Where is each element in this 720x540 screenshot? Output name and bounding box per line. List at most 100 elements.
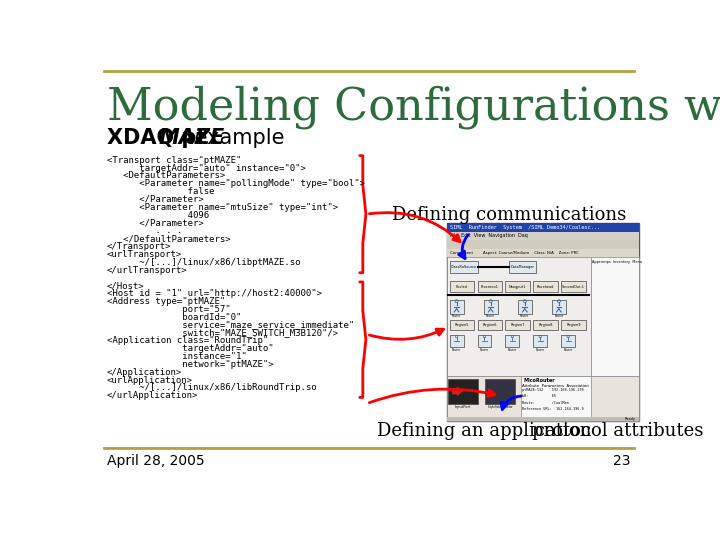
- Bar: [446, 249, 639, 256]
- Text: targetAddr="auto" instance="0">: targetAddr="auto" instance="0">: [107, 164, 306, 172]
- Text: protocol attributes: protocol attributes: [532, 422, 703, 440]
- Bar: [534, 320, 558, 330]
- Bar: [561, 281, 586, 292]
- Text: MicoRouter: MicoRouter: [524, 378, 556, 383]
- Bar: [534, 281, 558, 292]
- FancyArrow shape: [453, 387, 462, 395]
- Text: Router: Router: [452, 348, 461, 352]
- Text: Pooled: Pooled: [456, 285, 468, 288]
- Text: kB:           65: kB: 65: [523, 394, 557, 399]
- Text: SecondOut.1: SecondOut.1: [562, 285, 585, 288]
- Text: Procmon1: Procmon1: [481, 285, 499, 288]
- Text: ptMAZE:132    192.168.196.178: ptMAZE:132 192.168.196.178: [523, 388, 584, 392]
- Text: Racehead: Racehead: [537, 285, 554, 288]
- Text: network="ptMAZE">: network="ptMAZE">: [107, 360, 274, 369]
- Text: ClassRuSource: ClassRuSource: [451, 265, 477, 269]
- Text: April 28, 2005: April 28, 2005: [107, 454, 204, 468]
- Bar: [552, 300, 566, 314]
- Bar: [446, 222, 639, 232]
- Bar: [590, 256, 639, 376]
- Text: Defining communications: Defining communications: [392, 206, 626, 224]
- Text: </urlApplication>: </urlApplication>: [107, 392, 199, 400]
- Text: </DefaultParameters>: </DefaultParameters>: [107, 234, 230, 243]
- Text: Region6: Region6: [482, 323, 497, 327]
- Text: 23: 23: [613, 454, 631, 468]
- Bar: [505, 320, 530, 330]
- Text: ~/[...]/linux/x86/libptMAZE.so: ~/[...]/linux/x86/libptMAZE.so: [107, 258, 300, 267]
- Text: SIML  RunFinder  System  /SIML Demo34/Coalesc...: SIML RunFinder System /SIML Demo34/Coale…: [449, 225, 600, 230]
- Text: example: example: [189, 128, 285, 148]
- Bar: [508, 261, 536, 273]
- Text: Route:        /CoalMan: Route: /CoalMan: [523, 401, 570, 404]
- Text: Router: Router: [508, 348, 517, 352]
- Bar: [485, 379, 515, 403]
- Bar: [521, 376, 590, 421]
- Bar: [449, 320, 474, 330]
- Text: targetAddr="auto": targetAddr="auto": [107, 344, 274, 353]
- Bar: [449, 300, 464, 314]
- Bar: [449, 261, 477, 273]
- Text: boardId="0": boardId="0": [107, 313, 241, 322]
- Bar: [505, 281, 530, 292]
- Bar: [446, 232, 639, 240]
- Text: <DefaultParameters>: <DefaultParameters>: [107, 171, 225, 180]
- Text: <urlTransport>: <urlTransport>: [107, 250, 182, 259]
- Text: Region9: Region9: [567, 323, 581, 327]
- Text: instance="1": instance="1": [107, 352, 247, 361]
- Bar: [518, 300, 532, 314]
- Bar: [448, 379, 477, 403]
- Bar: [446, 256, 590, 376]
- Text: Ready: Ready: [625, 417, 636, 421]
- Text: Router: Router: [521, 314, 529, 318]
- Text: <Parameter name="mtuSize" type="int">: <Parameter name="mtuSize" type="int">: [107, 203, 338, 212]
- Text: InputPort: InputPort: [454, 405, 471, 409]
- Text: ~/[...]/linux/x86/libRoundTrip.so: ~/[...]/linux/x86/libRoundTrip.so: [107, 383, 317, 393]
- Text: Modeling Configurations with SIML: Modeling Configurations with SIML: [107, 85, 720, 129]
- Text: MAZE: MAZE: [158, 128, 225, 148]
- Text: 4096: 4096: [107, 211, 210, 220]
- Text: . . .: . . .: [107, 226, 182, 235]
- Text: Component        Aspect: Coarse/Medium    Class: N/A    Zone: PRC: Component Aspect: Coarse/Medium Class: N…: [449, 251, 578, 255]
- Text: <Transport class="ptMAZE": <Transport class="ptMAZE": [107, 156, 241, 165]
- Bar: [449, 335, 464, 347]
- Text: Region5: Region5: [455, 323, 469, 327]
- Text: Router: Router: [480, 348, 489, 352]
- Bar: [477, 281, 503, 292]
- Text: Router: Router: [452, 314, 461, 318]
- Text: <Address type="ptMAZE": <Address type="ptMAZE": [107, 297, 225, 306]
- Text: XDAQ pt: XDAQ pt: [107, 128, 207, 148]
- Text: Router: Router: [564, 348, 572, 352]
- Text: </Parameter>: </Parameter>: [107, 219, 204, 227]
- Text: </Application>: </Application>: [107, 368, 182, 377]
- Bar: [446, 376, 639, 421]
- Text: <Application class="RoundTrip": <Application class="RoundTrip": [107, 336, 269, 345]
- Text: <Parameter name="pollingMode" type="bool">: <Parameter name="pollingMode" type="bool…: [107, 179, 365, 188]
- Text: <Host id = "1" url="http://host2:40000">: <Host id = "1" url="http://host2:40000">: [107, 289, 322, 298]
- Text: service="maze_service_immediate": service="maze_service_immediate": [107, 321, 354, 329]
- Text: <urlApplication>: <urlApplication>: [107, 376, 193, 384]
- Text: StyleSelect Editor: StyleSelect Editor: [487, 405, 513, 409]
- Text: Region8: Region8: [539, 323, 553, 327]
- Bar: [561, 320, 586, 330]
- Text: File  Edit  View  Navigation  Daq: File Edit View Navigation Daq: [449, 233, 528, 238]
- Bar: [505, 335, 519, 347]
- Text: Naogput1: Naogput1: [509, 285, 526, 288]
- Text: </Host>: </Host>: [107, 281, 145, 291]
- Text: DataManager: DataManager: [510, 265, 534, 269]
- Bar: [484, 300, 498, 314]
- Bar: [449, 281, 474, 292]
- Text: Router: Router: [486, 314, 495, 318]
- Bar: [446, 417, 639, 421]
- Bar: [477, 320, 503, 330]
- Bar: [446, 222, 639, 421]
- Text: </urlTransport>: </urlTransport>: [107, 266, 188, 275]
- Bar: [561, 335, 575, 347]
- Text: switch="MAZE_SWITCH_M3B120"/>: switch="MAZE_SWITCH_M3B120"/>: [107, 328, 338, 338]
- Text: </Parameter>: </Parameter>: [107, 195, 204, 204]
- Bar: [477, 335, 492, 347]
- Text: Defining an application: Defining an application: [377, 422, 591, 440]
- Text: Router: Router: [554, 314, 564, 318]
- Text: Region7: Region7: [510, 323, 525, 327]
- Text: </Transport>: </Transport>: [107, 242, 171, 251]
- Text: Router: Router: [536, 348, 545, 352]
